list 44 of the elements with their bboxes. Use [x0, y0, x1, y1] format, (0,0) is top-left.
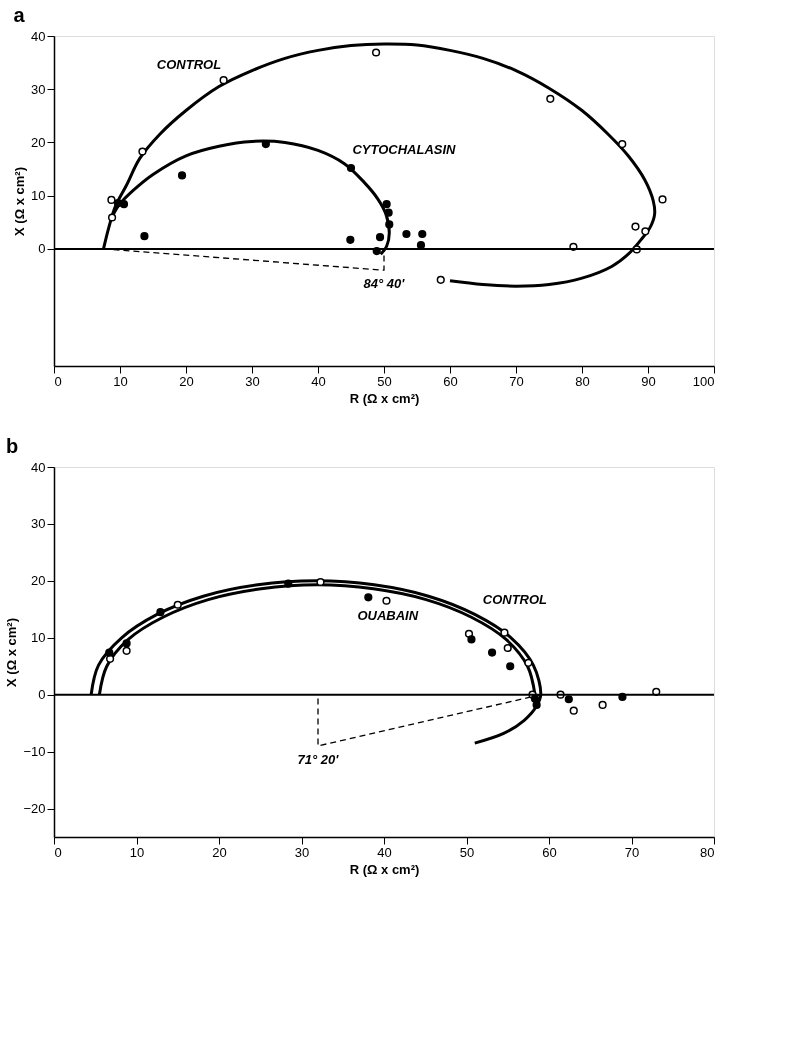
y-axis-title: X (Ω x cm²)	[12, 167, 28, 236]
y-tick-label: 10	[31, 188, 46, 204]
x-tick-label: 20	[212, 844, 227, 860]
series-label: OUABAIN	[357, 607, 419, 623]
y-tick-label: 20	[31, 573, 46, 589]
series-label: 84° 40'	[363, 276, 406, 292]
series-label: CONTROL	[482, 592, 548, 608]
chart-title: a	[13, 4, 26, 26]
x-tick-label: 40	[377, 844, 392, 860]
x-tick-label: 80	[575, 373, 590, 389]
x-tick-label: 0	[54, 373, 62, 389]
x-tick-label: 30	[294, 844, 310, 860]
y-tick-label: 10	[31, 630, 46, 646]
x-tick-label: 10	[113, 373, 128, 389]
x-axis-title: R (Ω x cm²)	[349, 390, 420, 406]
x-tick-label: 20	[179, 373, 194, 389]
x-tick-label: 30	[245, 373, 260, 389]
y-tick-label: 20	[31, 134, 46, 150]
series-label: CYTOCHALASIN	[352, 141, 457, 157]
x-tick-label: 10	[129, 844, 145, 860]
y-tick-label: 30	[31, 81, 46, 97]
x-tick-label: 50	[377, 373, 392, 389]
y-axis-title: X (Ω x cm²)	[4, 618, 20, 687]
x-tick-label: 70	[509, 373, 524, 389]
chart-title: b	[5, 435, 19, 457]
x-axis-title: R (Ω x cm²)	[349, 861, 420, 877]
x-tick-label: 60	[542, 844, 557, 860]
x-tick-label: 100	[692, 373, 715, 389]
series-label: CONTROL	[156, 56, 222, 72]
y-tick-label: 30	[31, 516, 46, 532]
x-tick-label: 60	[443, 373, 458, 389]
series-label: 71° 20'	[297, 751, 340, 767]
x-tick-label: 70	[624, 844, 640, 860]
y-tick-label: −10	[23, 744, 46, 760]
y-tick-label: 40	[31, 28, 46, 44]
x-tick-label: 90	[641, 373, 656, 389]
x-tick-label: 0	[54, 844, 62, 860]
y-tick-label: −20	[23, 801, 46, 817]
x-tick-label: 80	[700, 844, 715, 860]
x-tick-label: 40	[311, 373, 326, 389]
y-tick-label: 40	[31, 459, 46, 475]
y-tick-label: 0	[38, 241, 46, 257]
y-tick-label: 0	[38, 687, 46, 703]
x-tick-label: 50	[459, 844, 475, 860]
